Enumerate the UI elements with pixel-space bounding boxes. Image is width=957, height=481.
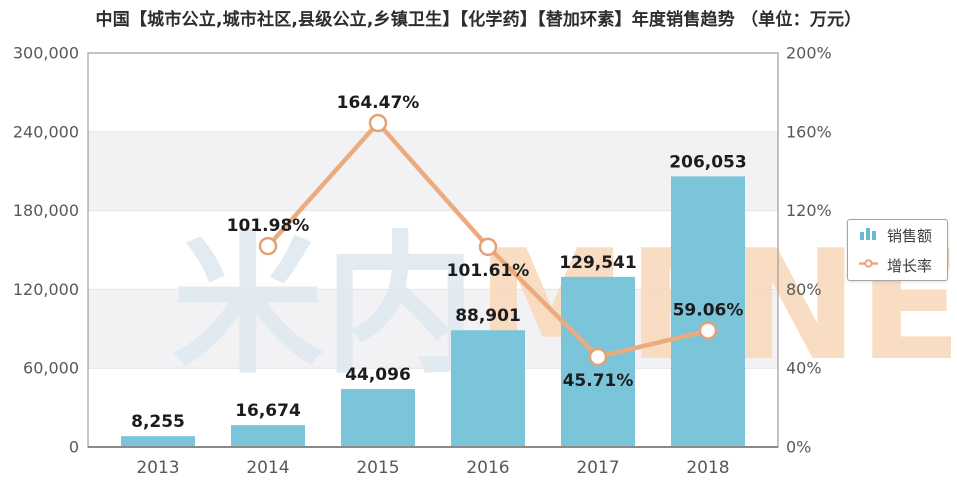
sales-bar-2018 — [671, 176, 745, 447]
bar-value-label: 129,541 — [559, 253, 636, 273]
legend-label-growth: 增长率 — [887, 256, 933, 275]
sales-bar-2015 — [341, 389, 415, 447]
chart-title: 中国【城市公立,城市社区,县级公立,乡镇卫生】【化学药】【替加环素】年度销售趋势… — [95, 10, 862, 30]
legend-item-sales[interactable]: 销售额 — [859, 225, 947, 246]
x-tick-label: 2014 — [246, 458, 289, 478]
growth-marker-2016 — [478, 237, 498, 257]
bar-value-label: 16,674 — [235, 401, 301, 421]
bar-value-label: 206,053 — [669, 152, 746, 172]
growth-value-label: 101.98% — [227, 216, 310, 236]
y-right-tick-label: 40% — [786, 359, 822, 378]
legend-box: 销售额 增长率 — [847, 219, 948, 281]
sales-bars-icon — [859, 226, 878, 245]
y-left-tick-label: 240,000 — [13, 122, 79, 141]
sales-bar-2016 — [451, 330, 525, 447]
plot-band — [88, 289, 778, 369]
sales-bar-2013 — [121, 436, 195, 447]
y-right-tick-label: 80% — [786, 280, 822, 299]
growth-value-label: 45.71% — [563, 371, 634, 391]
x-tick-label: 2013 — [136, 458, 179, 478]
y-left-tick-label: 180,000 — [13, 201, 79, 220]
y-left-tick-label: 60,000 — [23, 359, 79, 378]
y-left-tick-label: 120,000 — [13, 280, 79, 299]
sales-bar-2014 — [231, 425, 305, 447]
growth-marker-2017 — [588, 347, 608, 367]
legend-item-growth[interactable]: 增长率 — [859, 255, 947, 276]
x-tick-label: 2017 — [576, 458, 619, 478]
growth-marker-2014 — [258, 236, 278, 256]
bar-value-label: 88,901 — [455, 306, 521, 326]
y-left-tick-label: 300,000 — [13, 44, 79, 63]
growth-marker-2015 — [368, 113, 388, 133]
y-right-tick-label: 200% — [786, 44, 832, 63]
growth-line-icon — [859, 256, 878, 275]
bar-value-label: 44,096 — [345, 365, 411, 385]
bar-value-label: 8,255 — [131, 412, 185, 432]
x-tick-label: 2018 — [686, 458, 729, 478]
y-right-tick-label: 120% — [786, 201, 832, 220]
growth-marker-2018 — [698, 321, 718, 340]
x-tick-label: 2015 — [356, 458, 399, 478]
growth-value-label: 164.47% — [337, 93, 420, 113]
x-tick-label: 2016 — [466, 458, 509, 478]
growth-value-label: 101.61% — [447, 261, 530, 281]
legend-label-sales: 销售额 — [887, 226, 933, 245]
growth-value-label: 59.06% — [673, 301, 744, 321]
y-left-tick-label: 0 — [69, 438, 79, 457]
plot-band — [88, 131, 778, 211]
y-right-tick-label: 0% — [786, 438, 811, 457]
y-right-tick-label: 160% — [786, 122, 832, 141]
